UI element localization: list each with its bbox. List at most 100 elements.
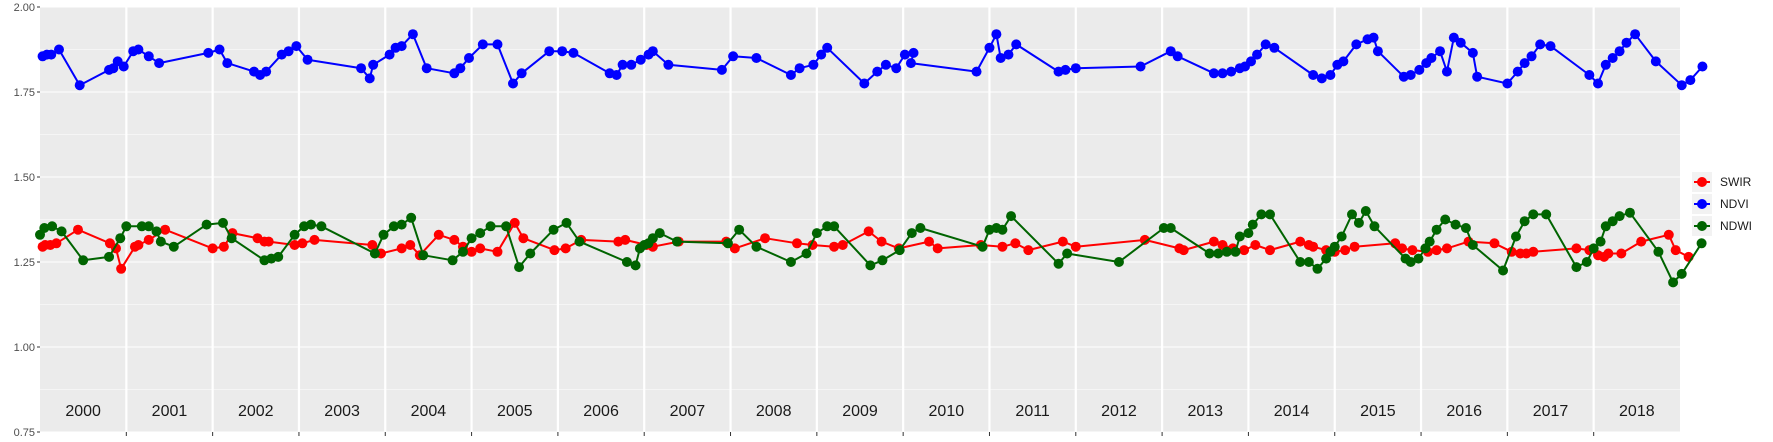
x-tick-label: 2017 bbox=[1533, 403, 1569, 420]
data-point-ndvi bbox=[421, 63, 432, 74]
data-point-ndvi bbox=[1338, 56, 1349, 67]
data-point-ndvi bbox=[1535, 39, 1546, 50]
data-point-swir bbox=[1636, 236, 1647, 247]
data-point-ndvi bbox=[143, 51, 154, 62]
data-point-ndwi bbox=[378, 229, 389, 240]
data-point-ndvi bbox=[872, 66, 883, 77]
data-point-ndvi bbox=[1593, 78, 1603, 89]
x-tick-label: 2004 bbox=[411, 403, 447, 420]
x-tick-label: 2011 bbox=[1015, 403, 1050, 420]
data-point-swir bbox=[1010, 238, 1021, 249]
data-point-swir bbox=[620, 234, 631, 245]
data-point-ndvi bbox=[1325, 70, 1336, 80]
data-point-ndwi bbox=[39, 223, 50, 233]
data-point-swir bbox=[492, 246, 503, 257]
data-point-ndvi bbox=[984, 42, 995, 53]
data-point-ndwi bbox=[751, 241, 762, 252]
data-point-ndvi bbox=[1650, 56, 1661, 67]
data-point-ndvi bbox=[492, 39, 503, 50]
data-point-swir bbox=[924, 236, 935, 247]
data-point-ndwi bbox=[151, 226, 162, 237]
data-point-ndwi bbox=[466, 233, 477, 244]
data-point-ndwi bbox=[811, 228, 822, 239]
data-point-ndvi bbox=[384, 49, 395, 60]
legend-label: NDVI bbox=[1720, 197, 1749, 211]
data-point-ndwi bbox=[1265, 209, 1275, 220]
data-point-ndvi bbox=[822, 42, 833, 53]
data-point-ndwi bbox=[1113, 257, 1124, 267]
data-point-swir bbox=[309, 234, 320, 245]
data-point-ndvi bbox=[154, 58, 165, 69]
x-tick-label: 2006 bbox=[583, 403, 619, 420]
data-point-ndwi bbox=[785, 257, 796, 267]
data-point-ndwi bbox=[1460, 223, 1471, 233]
data-point-ndvi bbox=[1467, 47, 1478, 58]
y-tick-label: 1.75 bbox=[14, 87, 35, 99]
data-point-ndwi bbox=[1528, 209, 1539, 220]
data-point-ndvi bbox=[1472, 71, 1483, 82]
data-point-ndvi bbox=[611, 70, 622, 80]
data-point-ndwi bbox=[155, 236, 166, 247]
data-point-ndwi bbox=[1243, 228, 1254, 239]
y-axis: 0.75 1.00 1.25 1.50 1.75 2.00 bbox=[14, 2, 40, 439]
data-point-ndwi bbox=[1450, 219, 1461, 230]
data-point-ndvi bbox=[1269, 42, 1280, 53]
data-point-swir bbox=[263, 236, 274, 247]
data-point-ndvi bbox=[1697, 61, 1708, 72]
data-point-ndvi bbox=[617, 59, 628, 70]
data-point-ndvi bbox=[1526, 51, 1537, 62]
data-point-ndwi bbox=[1571, 262, 1582, 273]
data-point-swir bbox=[475, 243, 486, 254]
data-point-ndwi bbox=[447, 255, 458, 266]
data-point-ndvi bbox=[1252, 49, 1263, 60]
data-point-ndvi bbox=[1414, 64, 1425, 75]
data-point-swir bbox=[433, 229, 444, 240]
data-point-ndvi bbox=[396, 41, 407, 52]
data-point-ndvi bbox=[508, 78, 519, 89]
data-point-swir bbox=[1178, 245, 1189, 256]
data-point-ndvi bbox=[1070, 63, 1081, 74]
data-point-ndwi bbox=[201, 219, 212, 230]
data-point-ndvi bbox=[455, 63, 466, 74]
data-point-swir bbox=[207, 243, 218, 254]
data-point-ndvi bbox=[1135, 61, 1146, 72]
data-point-ndwi bbox=[475, 228, 486, 239]
data-point-swir bbox=[1407, 245, 1418, 256]
data-point-swir bbox=[932, 243, 943, 254]
data-point-ndwi bbox=[121, 221, 132, 232]
data-point-ndwi bbox=[1336, 231, 1347, 242]
data-point-ndvi bbox=[1676, 80, 1687, 91]
data-point-ndwi bbox=[801, 248, 812, 259]
data-point-ndwi bbox=[630, 260, 641, 271]
data-point-ndvi bbox=[1502, 78, 1513, 89]
data-point-ndwi bbox=[1467, 240, 1478, 250]
data-point-ndwi bbox=[306, 219, 317, 230]
data-point-ndwi bbox=[168, 241, 179, 252]
data-point-ndwi bbox=[1234, 231, 1245, 242]
data-point-swir bbox=[560, 243, 571, 254]
data-point-ndwi bbox=[47, 221, 58, 232]
data-point-ndvi bbox=[1165, 46, 1176, 57]
data-point-ndvi bbox=[133, 44, 144, 55]
data-point-swir bbox=[367, 240, 378, 250]
data-point-ndwi bbox=[1668, 277, 1679, 288]
data-point-swir bbox=[133, 240, 144, 250]
data-point-ndvi bbox=[1060, 64, 1071, 75]
data-point-ndwi bbox=[1295, 257, 1306, 267]
data-point-ndwi bbox=[906, 228, 917, 239]
data-point-swir bbox=[791, 238, 802, 249]
data-point-ndvi bbox=[1614, 46, 1625, 57]
y-tick-label: 1.50 bbox=[14, 172, 35, 184]
data-point-swir bbox=[297, 238, 308, 249]
data-point-swir bbox=[837, 240, 848, 250]
data-point-ndwi bbox=[1696, 238, 1707, 249]
data-point-ndvi bbox=[1685, 75, 1696, 86]
data-point-ndvi bbox=[859, 78, 870, 89]
data-point-swir bbox=[876, 236, 887, 247]
data-point-ndvi bbox=[1208, 68, 1219, 79]
data-point-ndwi bbox=[1303, 257, 1314, 267]
data-point-swir bbox=[1070, 241, 1081, 252]
data-point-ndwi bbox=[654, 228, 665, 239]
data-point-ndwi bbox=[226, 233, 237, 244]
data-point-ndvi bbox=[118, 61, 129, 72]
